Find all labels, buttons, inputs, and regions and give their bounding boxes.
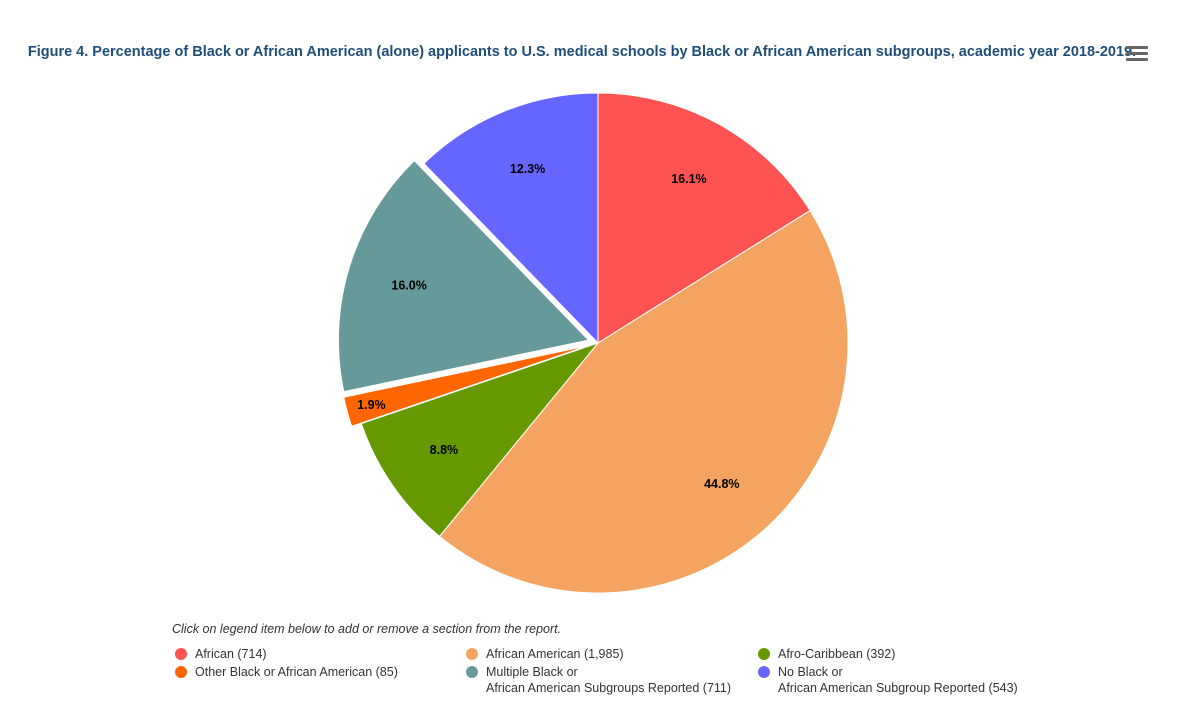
pie-chart: 16.1% 44.8% 8.8% 1.9% 16.0% 12.3% bbox=[337, 92, 849, 594]
legend-note: Click on legend item below to add or rem… bbox=[172, 622, 562, 636]
legend-label: No Black or African American Subgroup Re… bbox=[778, 665, 1018, 695]
pie-slice-afro-caribbean[interactable] bbox=[360, 341, 600, 538]
legend-item[interactable]: No Black or African American Subgroup Re… bbox=[758, 664, 1018, 696]
legend-label: Afro-Caribbean (392) bbox=[778, 647, 896, 661]
pie-slice-african[interactable] bbox=[597, 92, 811, 344]
legend-marker bbox=[175, 648, 187, 660]
legend-item[interactable]: Multiple Black or African American Subgr… bbox=[466, 664, 731, 696]
chart-title: Figure 4. Percentage of Black or African… bbox=[27, 44, 1137, 60]
pie-data-label: 12.3% bbox=[510, 162, 545, 176]
legend-label: Other Black or African American (85) bbox=[195, 665, 398, 679]
pie-slice-no-black-or-african-american-subgroup-reported[interactable] bbox=[423, 92, 599, 345]
legend-item[interactable]: Afro-Caribbean (392) bbox=[758, 646, 895, 662]
legend-marker bbox=[758, 666, 770, 678]
legend-label: African (714) bbox=[195, 647, 267, 661]
legend-item[interactable]: African American (1,985) bbox=[466, 646, 624, 662]
hamburger-menu-icon[interactable] bbox=[1126, 44, 1148, 64]
legend-marker bbox=[758, 648, 770, 660]
legend-item[interactable]: African (714) bbox=[175, 646, 267, 662]
legend-marker bbox=[466, 666, 478, 678]
pie-data-label: 44.8% bbox=[704, 477, 739, 491]
legend-marker bbox=[466, 648, 478, 660]
pie-data-label: 1.9% bbox=[357, 398, 386, 412]
pie-slice-multiple-black-or-african-american-subgroups-reported[interactable] bbox=[337, 159, 590, 393]
pie-data-label: 8.8% bbox=[430, 443, 459, 457]
pie-slice-other-black-or-african-american[interactable] bbox=[343, 345, 589, 427]
legend-marker bbox=[175, 666, 187, 678]
legend-item[interactable]: Other Black or African American (85) bbox=[175, 664, 398, 680]
legend-label: Multiple Black or African American Subgr… bbox=[486, 665, 732, 695]
pie-data-label: 16.1% bbox=[671, 172, 706, 186]
pie-data-label: 16.0% bbox=[391, 278, 426, 292]
pie-slice-african-american[interactable] bbox=[438, 209, 849, 594]
legend-label: African American (1,985) bbox=[486, 647, 624, 661]
